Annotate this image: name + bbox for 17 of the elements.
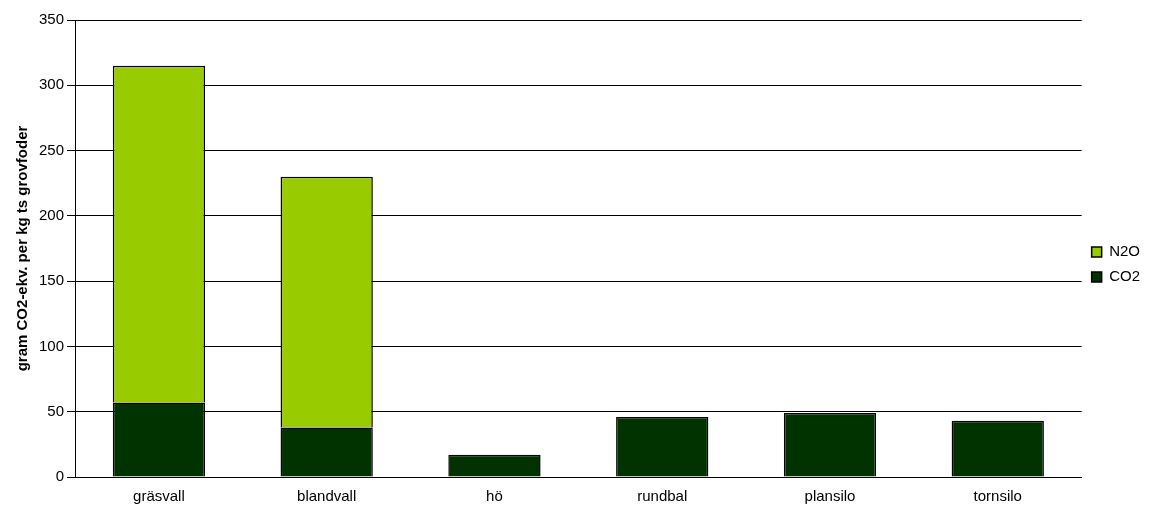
x-tick-label: blandvall: [297, 487, 357, 505]
y-tick-label: 350: [39, 10, 65, 28]
y-tick-label: 150: [39, 271, 65, 289]
y-tick-label: 100: [39, 336, 65, 354]
y-tick-label: 200: [39, 206, 65, 223]
legend-label: N2O: [1109, 242, 1140, 260]
y-tick-label: 0: [55, 467, 65, 485]
y-tick-label: 50: [47, 401, 65, 419]
y-axis-title: gram CO2-ekv. per kg ts grovfoder: [13, 125, 31, 372]
x-tick-label: gräsvall: [133, 487, 185, 505]
x-tick-label: rundbal: [637, 487, 688, 505]
x-tick-label: plansilo: [804, 487, 856, 505]
y-tick-label: 300: [39, 75, 65, 93]
x-tick-label: hö: [486, 487, 503, 505]
legend-label: CO2: [1109, 267, 1140, 285]
x-tick-label: tornsilo: [973, 487, 1022, 505]
y-tick-label: 250: [39, 140, 65, 158]
